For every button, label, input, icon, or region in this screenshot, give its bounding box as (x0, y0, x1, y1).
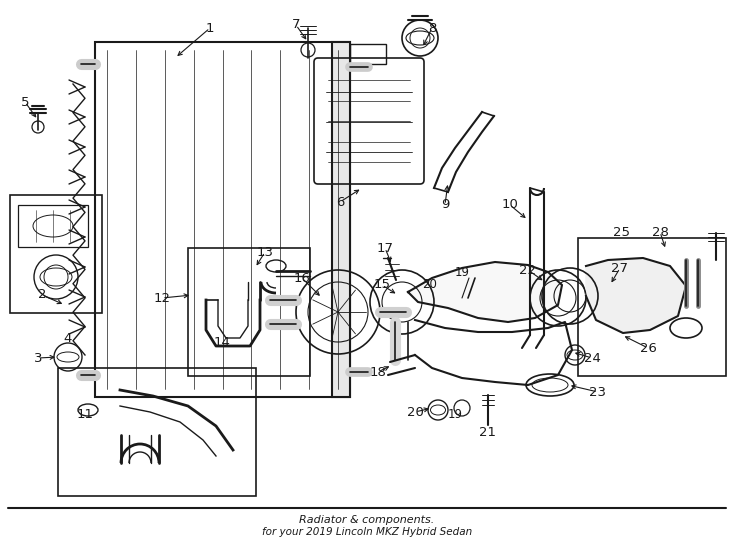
Bar (18, 205, 88, 247)
Text: 11: 11 (76, 408, 93, 422)
Text: 6: 6 (336, 195, 344, 208)
Text: Radiator & components.: Radiator & components. (299, 515, 435, 525)
Bar (95, 42, 350, 397)
Text: 7: 7 (291, 18, 300, 31)
Text: 28: 28 (652, 226, 669, 239)
Text: 25: 25 (614, 226, 631, 239)
Text: 22: 22 (520, 264, 537, 276)
Text: 9: 9 (441, 199, 449, 212)
Text: 15: 15 (374, 279, 390, 292)
Text: 21: 21 (479, 426, 496, 438)
Polygon shape (408, 262, 562, 322)
Text: 16: 16 (294, 272, 310, 285)
Text: 14: 14 (214, 335, 230, 348)
Text: 20: 20 (423, 279, 437, 292)
Bar (10, 195, 102, 313)
Text: for your 2019 Lincoln MKZ Hybrid Sedan: for your 2019 Lincoln MKZ Hybrid Sedan (262, 527, 472, 537)
Bar (332, 42, 350, 397)
Text: 23: 23 (589, 386, 606, 399)
Text: 19: 19 (448, 408, 462, 422)
Bar (332, 42, 350, 397)
Text: 27: 27 (611, 261, 628, 274)
Text: 24: 24 (584, 352, 600, 365)
Text: 3: 3 (34, 352, 43, 365)
Text: 17: 17 (377, 241, 393, 254)
Text: 10: 10 (501, 199, 518, 212)
Bar (58, 368, 256, 496)
Text: 18: 18 (369, 366, 386, 379)
Text: 8: 8 (428, 22, 436, 35)
Text: 4: 4 (64, 332, 72, 345)
Bar (350, 44, 386, 64)
Text: 5: 5 (21, 96, 29, 109)
Bar (578, 238, 726, 376)
Text: 26: 26 (639, 341, 656, 354)
Polygon shape (586, 258, 686, 333)
Bar (188, 248, 310, 376)
Text: 13: 13 (256, 246, 274, 259)
Text: 2: 2 (37, 288, 46, 301)
Text: 1: 1 (206, 22, 214, 35)
Text: 12: 12 (153, 292, 170, 305)
Text: 19: 19 (454, 266, 470, 279)
Text: 20: 20 (407, 406, 424, 419)
